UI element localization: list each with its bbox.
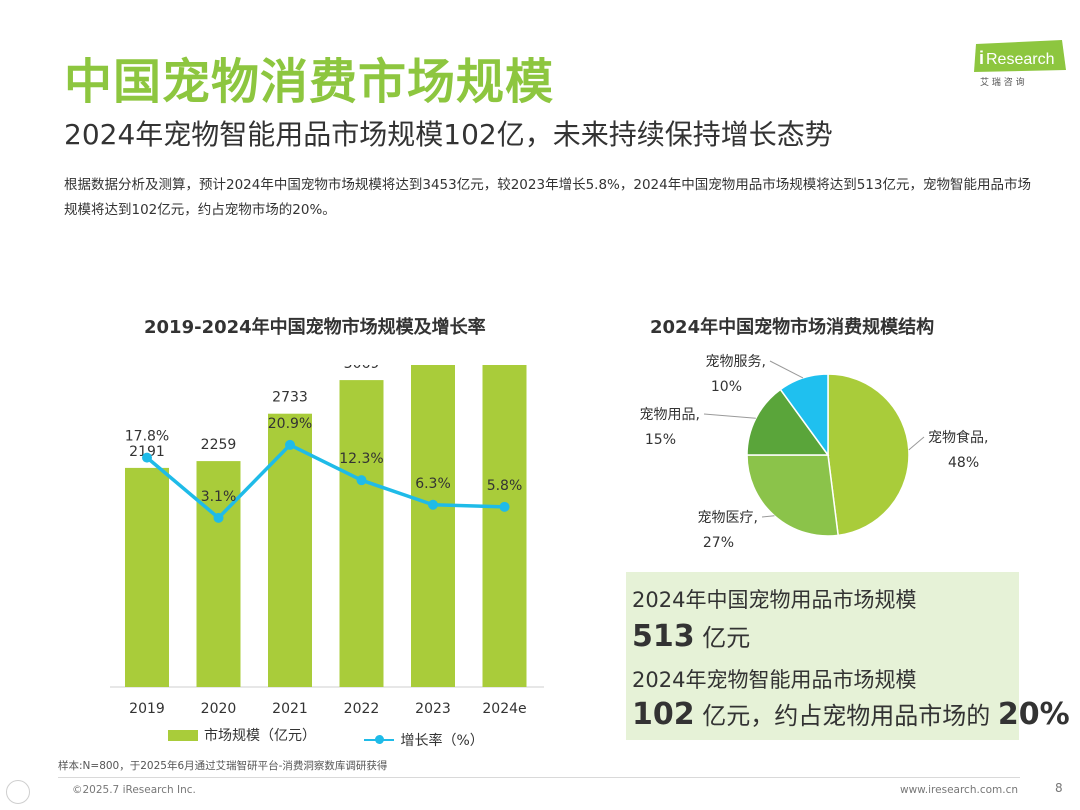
growth-rate-label: 12.3%	[339, 451, 383, 467]
growth-rate-label: 3.1%	[201, 489, 237, 505]
description-text: 根据数据分析及测算，预计2024年中国宠物市场规模将达到3453亿元，较2023…	[64, 177, 1031, 218]
pie-leader-line	[908, 436, 925, 451]
growth-rate-line	[145, 443, 505, 520]
logo-i: i	[979, 48, 984, 68]
page-number: 8	[1055, 781, 1063, 795]
smart-supplies-share: 20%	[997, 697, 1070, 732]
growth-rate-point	[428, 499, 438, 510]
pie-slice-percent: 27%	[703, 535, 734, 551]
pie-slice	[827, 373, 910, 537]
growth-rate-point	[213, 512, 224, 523]
pie-chart: 宠物食品, 48% 宠物医疗, 27% 宠物用品, 15% 宠物服务, 10%	[640, 354, 988, 551]
pie-chart-title: 2024年中国宠物市场消费规模结构	[650, 317, 935, 338]
x-tick-label: 2019	[129, 701, 165, 717]
copyright-text: ©2025.7 iResearch Inc.	[72, 784, 196, 796]
pie-slice-name: 宠物用品,	[640, 407, 700, 423]
growth-rate-label: 17.8%	[125, 429, 169, 445]
bar-chart-legend: 市场规模（亿元） 增长率（%）	[168, 725, 528, 750]
growth-rate-point	[142, 452, 152, 463]
pie-slice-percent: 48%	[948, 455, 979, 471]
pie-leader-line	[761, 515, 775, 518]
legend-line-swatch	[364, 734, 395, 744]
iresearch-logo: i Research 艾 瑞 咨 询	[974, 40, 1066, 88]
pie-slice-percent: 10%	[711, 379, 742, 395]
legend-item-growth-rate: 增长率（%）	[364, 730, 484, 750]
x-tick-label: 2022	[344, 701, 380, 717]
x-tick-label: 2024e	[482, 701, 526, 717]
legend-bar-swatch	[168, 729, 198, 741]
bar-value-label: 2259	[201, 437, 237, 453]
pie-leader-line	[703, 413, 756, 419]
pet-supplies-number: 513	[632, 619, 695, 654]
pie-slice-name: 宠物食品,	[928, 429, 988, 446]
bar	[196, 461, 241, 687]
logo-tagline: 艾 瑞 咨 询	[980, 76, 1025, 88]
sample-footnote: 样本:N=800，于2025年6月通过艾瑞智研平台-消费洞察数库调研获得	[58, 760, 388, 772]
page-title: 中国宠物消费市场规模	[64, 54, 555, 110]
smart-supplies-unit: 亿元，约占宠物用品市场的	[694, 702, 998, 730]
x-tick-label: 2023	[415, 701, 451, 717]
pet-supplies-unit: 亿元	[694, 624, 751, 652]
growth-rate-point	[356, 475, 367, 486]
logo-brand: Research	[986, 51, 1054, 68]
growth-rate-label: 6.3%	[415, 476, 451, 492]
bar-value-label: 2191	[129, 444, 165, 460]
growth-rate-label: 20.9%	[268, 416, 312, 432]
bar	[411, 365, 455, 687]
pie-slice	[779, 373, 829, 458]
growth-rate-label: 5.8%	[487, 478, 523, 494]
footer-divider	[58, 777, 1020, 778]
pie-slice-percent: 15%	[645, 432, 676, 448]
bar-chart-title: 2019-2024年中国宠物市场规模及增长率	[144, 317, 486, 338]
smart-supplies-label: 2024年宠物智能用品市场规模	[632, 668, 917, 692]
bar	[339, 380, 384, 687]
smart-supplies-value: 102 亿元，约占宠物用品市场的 20%	[632, 696, 1070, 732]
x-tick-label: 2021	[272, 701, 308, 717]
legend-label-growth-rate: 增长率（%）	[400, 732, 484, 749]
pie-leader-line	[769, 360, 804, 379]
pie-slice	[746, 454, 839, 537]
bar	[482, 365, 527, 687]
bar	[125, 467, 169, 687]
x-tick-label: 2020	[201, 701, 237, 717]
growth-rate-point	[285, 439, 295, 450]
pie-slice-name: 宠物医疗,	[698, 510, 758, 526]
pet-supplies-label: 2024年中国宠物用品市场规模	[632, 588, 917, 612]
bar-value-label: 3069	[344, 365, 380, 372]
pie-slice-name: 宠物服务,	[706, 354, 766, 370]
pet-supplies-value: 513 亿元	[632, 618, 750, 654]
page-subtitle: 2024年宠物智能用品市场规模102亿，未来持续保持增长态势	[64, 118, 833, 151]
smart-supplies-number: 102	[632, 697, 695, 732]
bar	[268, 413, 312, 687]
website-link[interactable]: www.iresearch.com.cn	[900, 784, 1019, 796]
legend-label-market-size: 市场规模（亿元）	[204, 728, 316, 744]
legend-item-market-size: 市场规模（亿元）	[168, 725, 316, 745]
growth-rate-point	[499, 501, 510, 512]
bar-line-chart: 2191201922592020273320213069202232642023…	[110, 365, 544, 717]
pie-slice	[746, 388, 830, 456]
logo-shape	[974, 40, 1066, 72]
highlight-box: 2024年中国宠物用品市场规模 513 亿元 2024年宠物智能用品市场规模 1…	[626, 572, 1070, 740]
watermark-icon	[6, 780, 30, 804]
bar-value-label: 2733	[272, 390, 308, 406]
